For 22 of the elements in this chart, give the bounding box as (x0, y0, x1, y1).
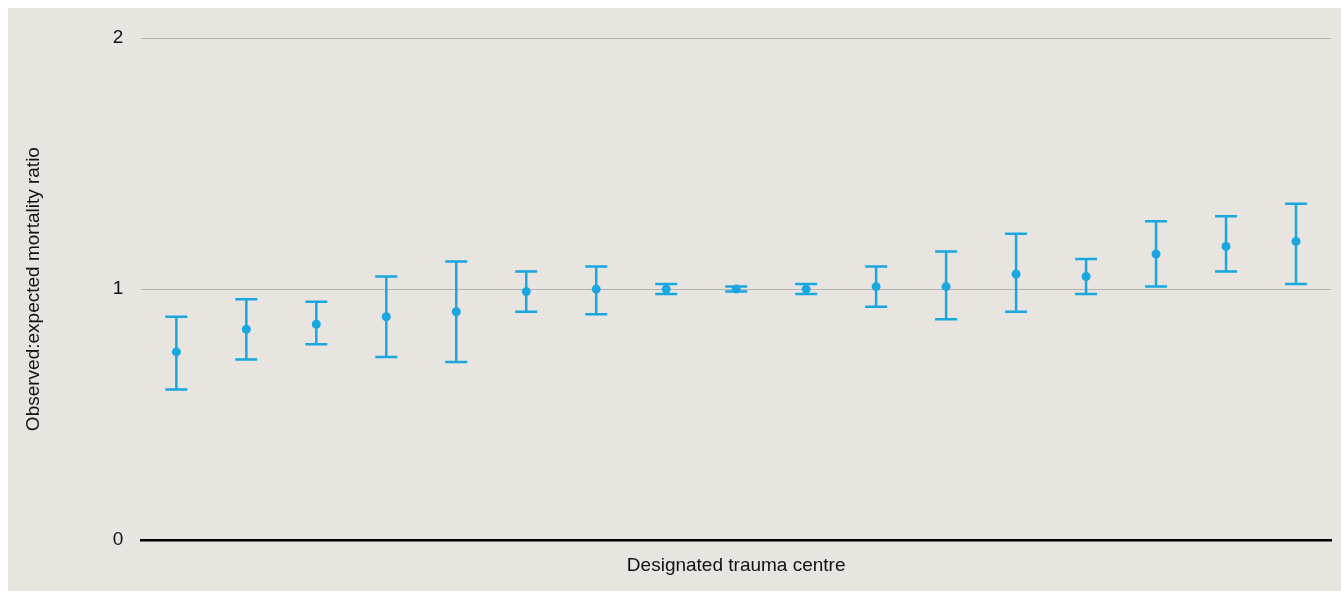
point (1221, 241, 1231, 251)
y-tick-label: 0 (112, 528, 124, 550)
point (591, 284, 601, 294)
point (451, 307, 461, 317)
y-tick-label: 2 (112, 26, 124, 48)
point (311, 319, 321, 329)
point (1151, 249, 1161, 259)
point (801, 284, 811, 294)
point (171, 347, 181, 357)
y-axis-title: Observed:expected mortality ratio (21, 147, 43, 432)
point (521, 287, 531, 297)
point (1081, 272, 1091, 282)
point (941, 282, 951, 292)
y-tick-label: 1 (112, 277, 124, 299)
x-axis-title: Designated trauma centre (626, 553, 846, 575)
point (1011, 269, 1021, 279)
point (381, 312, 391, 322)
point (1291, 236, 1301, 246)
point (241, 324, 251, 334)
point (661, 284, 671, 294)
point (731, 284, 741, 294)
point (871, 282, 881, 292)
